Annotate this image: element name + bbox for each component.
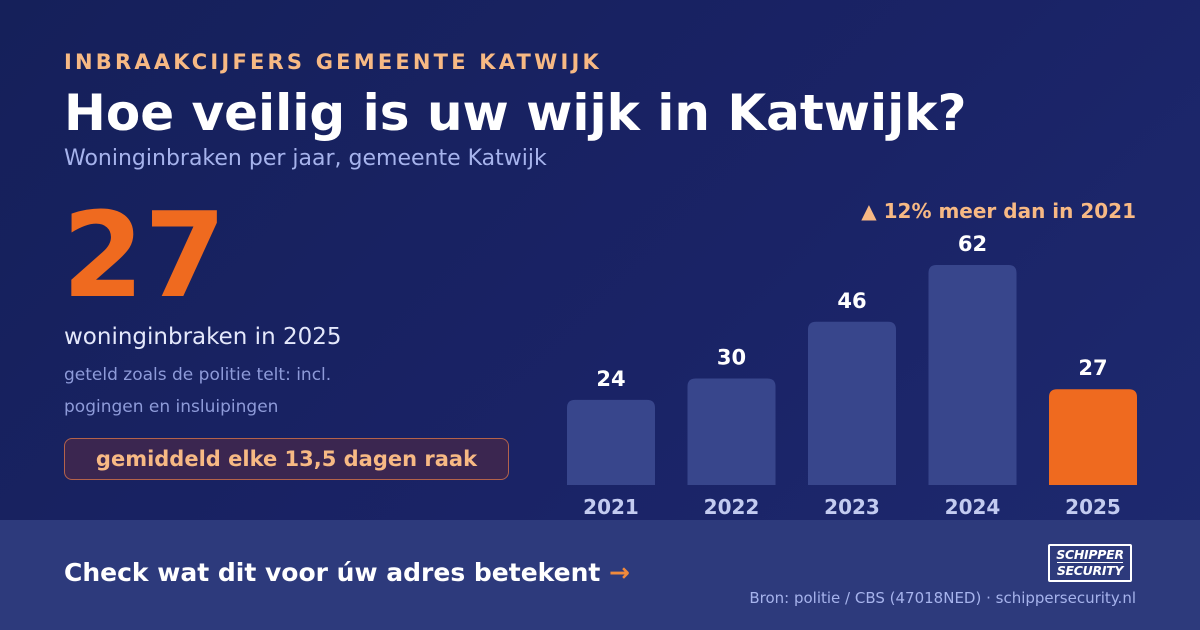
counting-note-line1: geteld zoals de politie telt: incl. xyxy=(64,365,332,385)
data-label-2021: 24 xyxy=(596,367,625,391)
logo-line1: SCHIPPER xyxy=(1056,547,1124,562)
page-subtitle: Woninginbraken per jaar, gemeente Katwij… xyxy=(64,146,547,171)
x-tick-2025: 2025 xyxy=(1065,495,1121,519)
data-label-2022: 30 xyxy=(717,346,746,370)
data-label-2025: 27 xyxy=(1078,356,1107,380)
bar-2022 xyxy=(687,378,776,485)
brand-logo: SCHIPPER SECURITY xyxy=(1048,544,1132,582)
cta-text: Check wat dit voor úw adres betekent xyxy=(64,558,601,587)
counting-note-line2: pogingen en insluipingen xyxy=(64,397,279,417)
bar-2023 xyxy=(808,321,896,485)
footer-bar: Check wat dit voor úw adres betekent → S… xyxy=(0,520,1200,630)
data-label-2023: 46 xyxy=(837,289,866,313)
bar-2021 xyxy=(567,399,655,485)
highlight-caption: woninginbraken in 2025 xyxy=(64,324,342,350)
logo-line2: SECURITY xyxy=(1056,562,1124,578)
source-note: Bron: politie / CBS (47018NED) · schippe… xyxy=(749,589,1136,607)
cta-link[interactable]: Check wat dit voor úw adres betekent → xyxy=(64,558,630,587)
x-tick-2023: 2023 xyxy=(824,495,880,519)
x-tick-2022: 2022 xyxy=(704,495,760,519)
x-tick-2024: 2024 xyxy=(945,495,1001,519)
frequency-badge: gemiddeld elke 13,5 dagen raak xyxy=(64,438,509,480)
eyebrow-label: INBRAAKCIJFERS GEMEENTE KATWIJK xyxy=(64,50,602,74)
highlight-number: 27 xyxy=(62,186,227,324)
bar-chart: 24 2021 30 2022 46 2023 62 2024 27 2025 xyxy=(567,232,1137,519)
delta-indicator: ▲ 12% meer dan in 2021 xyxy=(861,199,1136,223)
arrow-right-icon: → xyxy=(609,558,630,587)
page-title: Hoe veilig is uw wijk in Katwijk? xyxy=(64,84,967,142)
bar-2025 xyxy=(1049,389,1137,485)
x-tick-2021: 2021 xyxy=(583,495,639,519)
bar-2024 xyxy=(928,265,1017,485)
data-label-2024: 62 xyxy=(958,232,987,256)
